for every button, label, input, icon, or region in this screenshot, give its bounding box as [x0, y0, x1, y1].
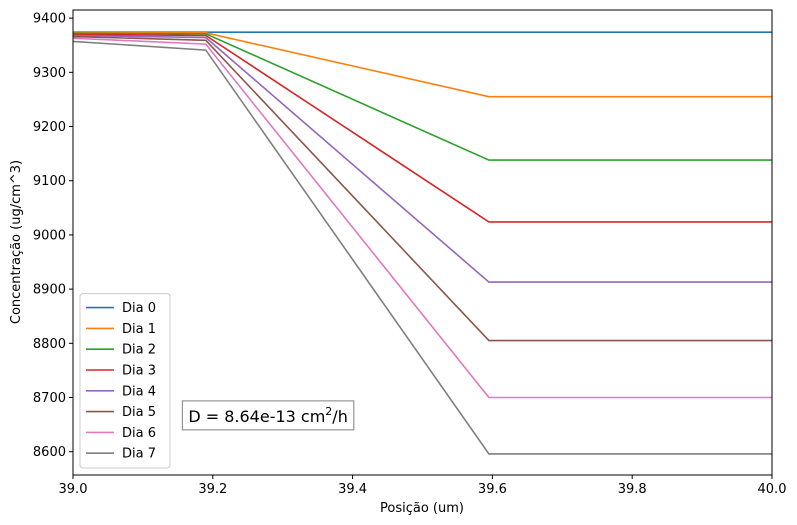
x-axis: 39.0 39.2 39.4 39.6 39.8 40.0: [59, 475, 787, 497]
y-tick-label: 9300: [33, 66, 66, 81]
diffusion-annotation: D = 8.64e-13 cm2/h: [181, 400, 355, 431]
series-line-dia-2: [72, 32, 772, 161]
legend-label: Dia 2: [122, 343, 156, 358]
series-layer: [72, 31, 772, 455]
annotation-superscript: 2: [325, 405, 332, 418]
plot-background: [73, 10, 772, 475]
legend-label: Dia 0: [122, 301, 156, 316]
series-line-dia-5: [72, 35, 772, 342]
y-tick-label: 8900: [33, 283, 66, 298]
legend-label: Dia 3: [122, 364, 156, 379]
series-line-dia-7: [72, 40, 772, 455]
y-axis: 8600 8700 8800 8900 9000 9100 9200 9300 9400: [33, 12, 73, 460]
x-tick-label: 39.0: [59, 482, 88, 497]
y-tick-label: 8600: [33, 445, 66, 460]
legend-label: Dia 1: [122, 322, 156, 337]
series-line-dia-6: [72, 37, 772, 399]
annotation-suffix: /h: [332, 407, 348, 426]
annotation-box: [181, 400, 355, 431]
y-tick-label: 9000: [33, 228, 66, 243]
y-tick-label: 8700: [33, 391, 66, 406]
y-tick-label: 9100: [33, 174, 66, 189]
legend: Dia 0 Dia 1 Dia 2 Dia 3 Dia 4 Dia 5 Dia 6 Dia 7: [79, 293, 171, 469]
annotation-text: D = 8.64e-13 cm2/h: [188, 405, 348, 426]
y-tick-label: 9400: [33, 12, 66, 27]
x-tick-label: 39.6: [478, 482, 507, 497]
annotation-prefix: D = 8.64e-13 cm: [188, 407, 325, 426]
legend-box: [79, 293, 171, 469]
y-tick-label: 9200: [33, 120, 66, 135]
legend-label: Dia 6: [122, 426, 156, 441]
legend-label: Dia 5: [122, 405, 156, 420]
x-tick-label: 39.2: [198, 482, 227, 497]
x-tick-label: 39.4: [338, 482, 367, 497]
x-axis-title: Posição (um): [380, 501, 464, 516]
legend-label: Dia 7: [122, 447, 156, 462]
series-line-dia-4: [72, 34, 772, 283]
y-axis-title: Concentração (ug/cm^3): [9, 160, 24, 324]
y-tick-label: 8800: [33, 337, 66, 352]
legend-label: Dia 4: [122, 384, 156, 399]
plot-frame: [72, 9, 773, 476]
x-tick-label: 40.0: [758, 482, 787, 497]
series-line-dia-3: [72, 33, 772, 223]
x-tick-label: 39.8: [618, 482, 647, 497]
